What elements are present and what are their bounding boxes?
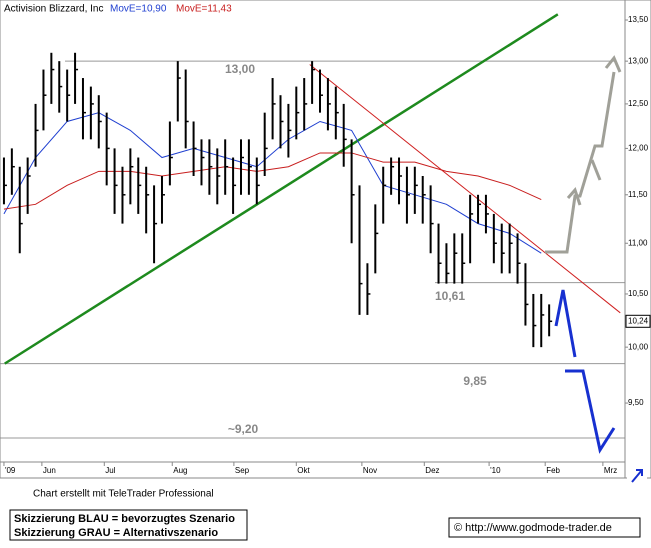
level-label: ~9,20 [228, 422, 259, 436]
chart-title: Activision Blizzard, Inc [4, 4, 103, 15]
blue-scenario-path [554, 289, 577, 358]
y-tick-label: 9,50 [628, 398, 644, 407]
last-price-label: 10,24 [628, 316, 649, 325]
gray-arrowhead [604, 55, 622, 73]
x-tick-label: Sep [235, 466, 250, 475]
x-tick-label: Mrz [604, 466, 617, 475]
legend-entry: MovE=11,43 [176, 4, 232, 15]
x-tick-label: Dez [425, 466, 439, 475]
x-tick-label: Jul [105, 466, 115, 475]
x-tick-label: Aug [173, 466, 187, 475]
y-tick-label: 12,00 [628, 144, 649, 153]
gray-scenario-path [545, 71, 616, 254]
y-tick-label: 13,00 [628, 56, 649, 65]
blue-scenario-path [565, 369, 616, 454]
level-label: 13,00 [225, 62, 255, 76]
y-tick-label: 11,00 [628, 238, 648, 247]
moving-average [3, 152, 542, 210]
y-tick-label: 10,50 [628, 289, 649, 298]
y-tick-label: 11,50 [628, 190, 648, 199]
gray-scenario-path [590, 159, 602, 181]
y-tick-label: 13,50 [628, 15, 649, 24]
source-box [448, 517, 641, 538]
last-price-box [625, 314, 651, 328]
title-background [1, 1, 239, 17]
x-tick-label: '10 [490, 466, 501, 475]
note: Skizzierung BLAU = bevorzugtes Szenario [14, 513, 235, 525]
notes-box [9, 509, 248, 541]
x-tick-label: Okt [297, 466, 310, 475]
gray-arrowhead [566, 187, 582, 206]
level-label: 9,85 [463, 374, 487, 388]
credit: Chart erstellt mit TeleTrader Profession… [33, 489, 214, 500]
level-label: 10,61 [435, 289, 465, 303]
moving-average [3, 112, 542, 254]
legend-entry: MovE=10,90 [110, 4, 167, 15]
x-tick-label: Nov [363, 466, 377, 475]
x-tick-label: '09 [5, 466, 16, 475]
trendline [4, 13, 559, 365]
source: © http://www.godmode-trader.de [454, 522, 612, 534]
logo-icon [631, 469, 643, 483]
plot-area: 13,00 10,61 9,85 ~9,20 [0, 13, 628, 466]
y-tick-label: 10,00 [628, 342, 649, 351]
note: Skizzierung GRAU = Alternativszenario [14, 527, 218, 539]
x-tick-label: Feb [546, 466, 560, 475]
trendline [309, 64, 621, 314]
title-row: Activision Blizzard, Inc MovE=10,90 MovE… [1, 1, 239, 17]
x-tick-label: Jun [43, 466, 56, 475]
y-tick-label: 12,50 [628, 99, 649, 108]
